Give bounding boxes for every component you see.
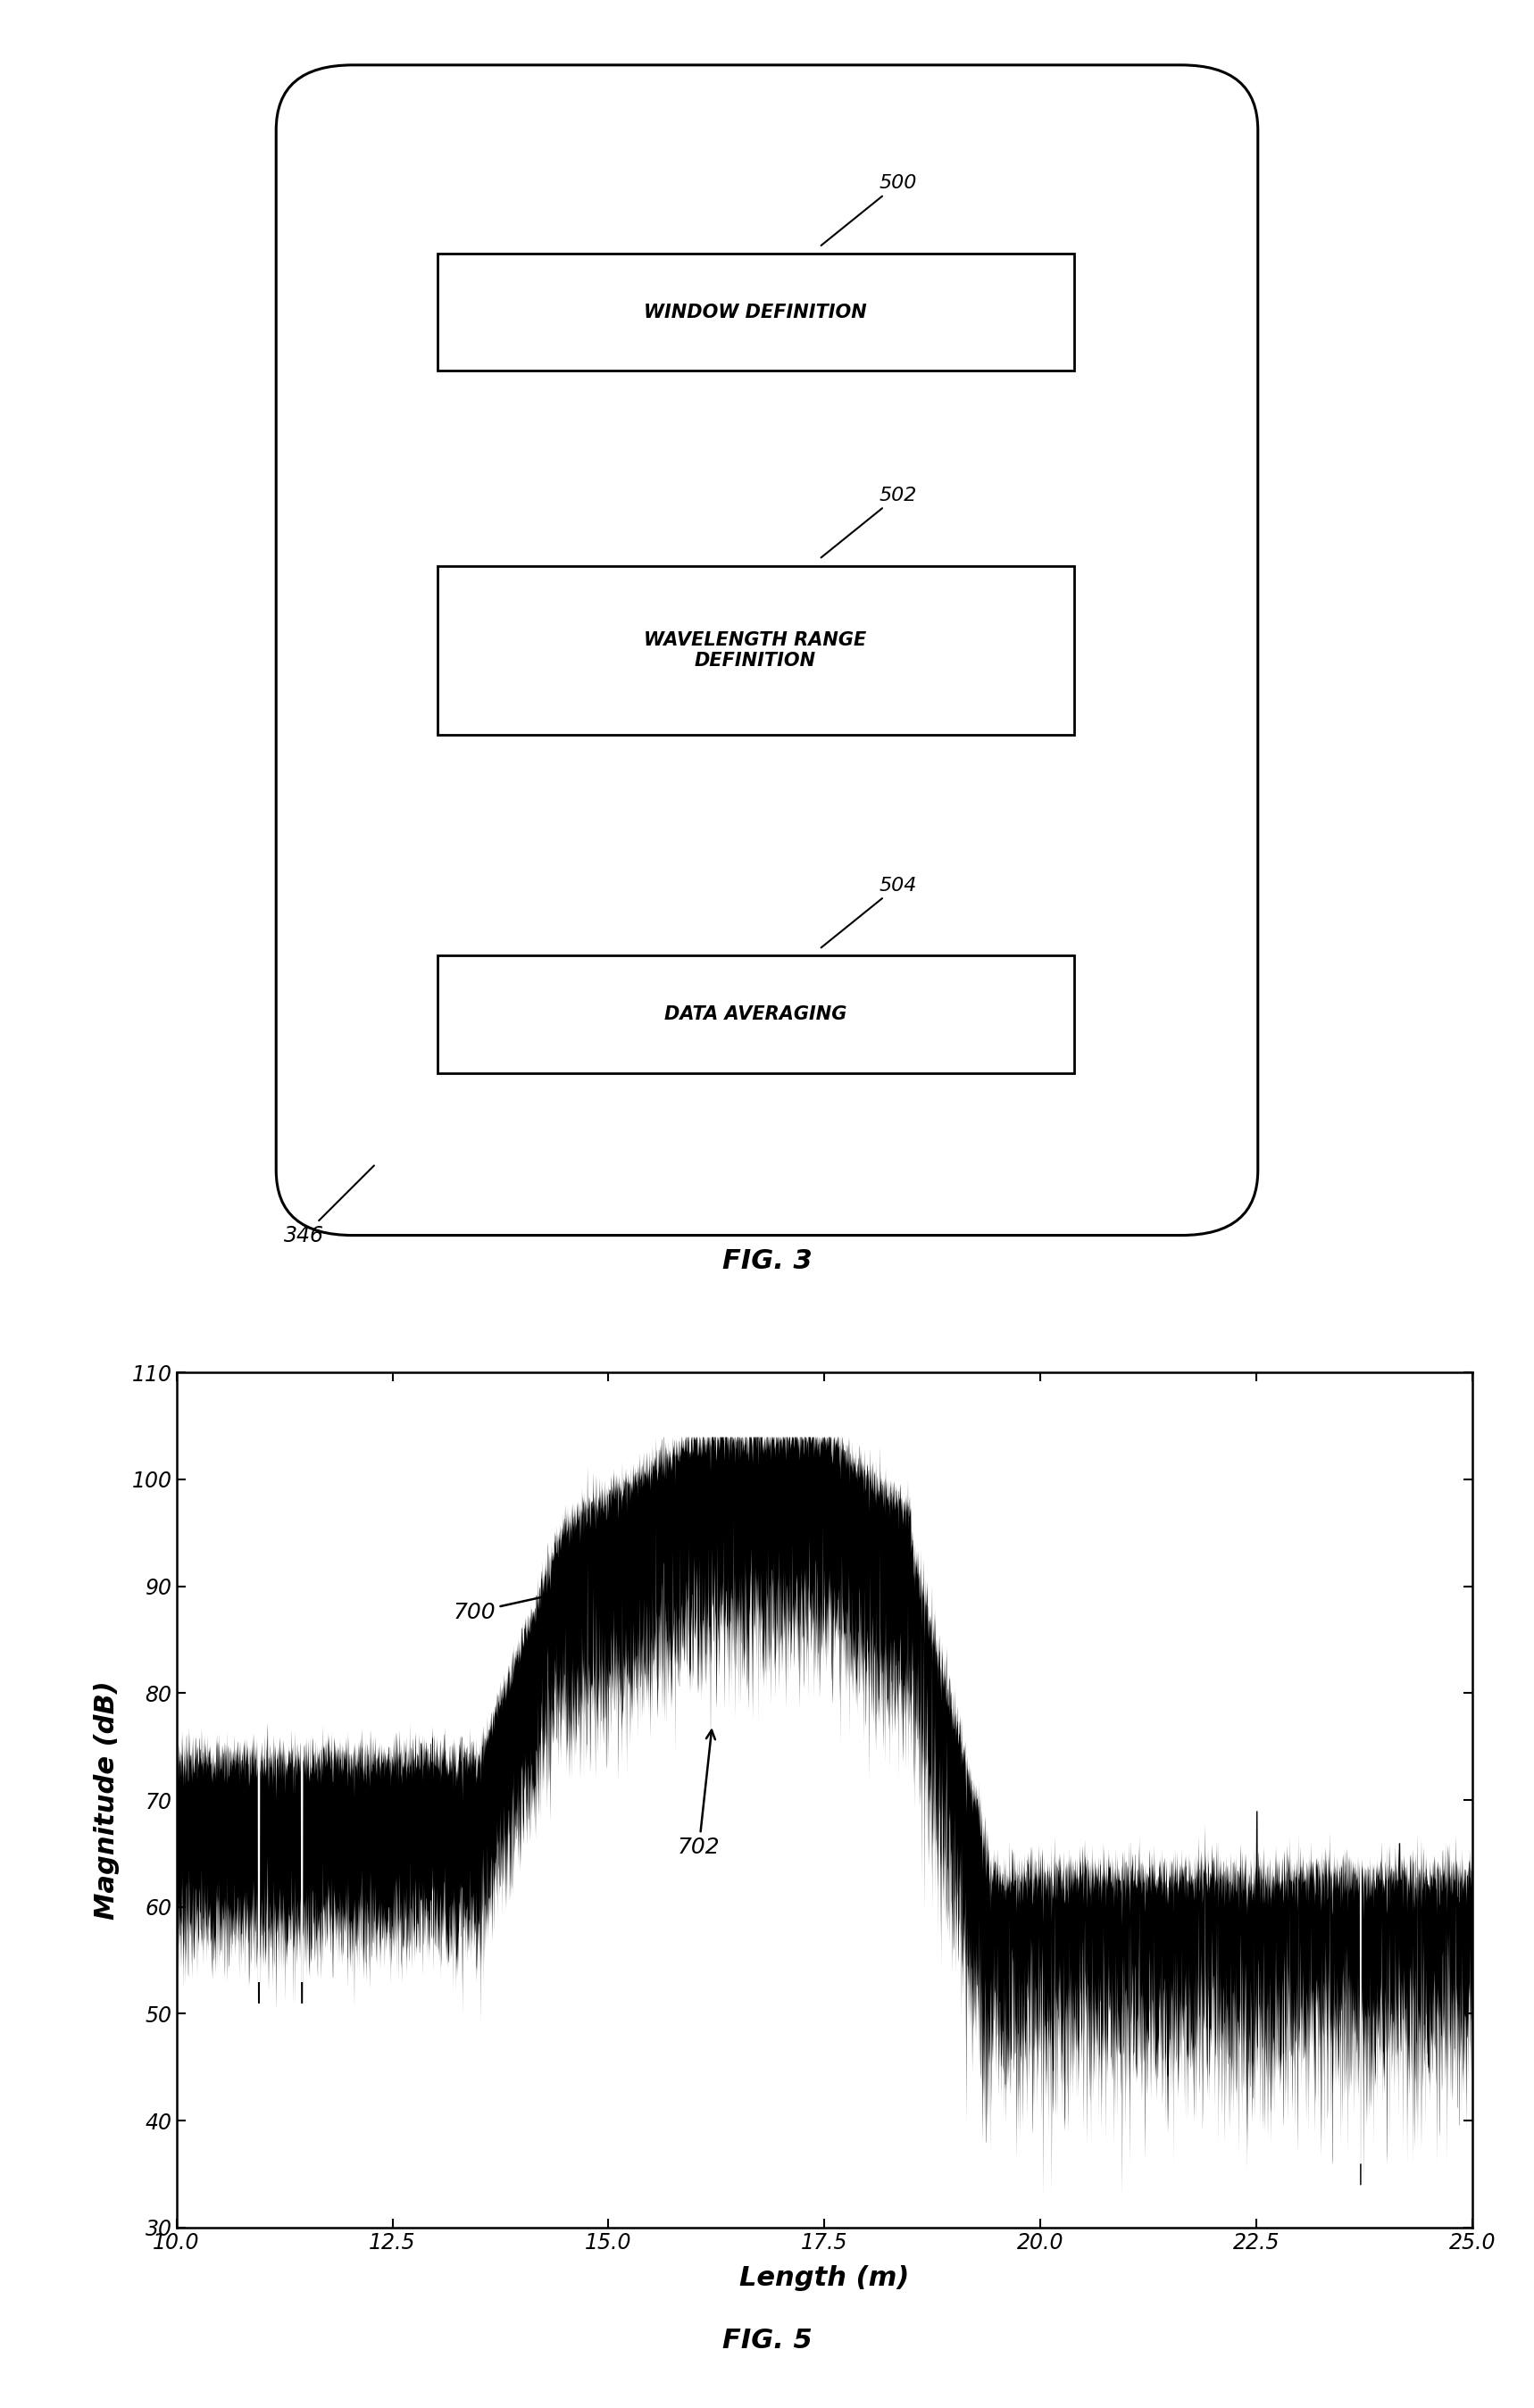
Text: 700: 700 bbox=[453, 1584, 586, 1623]
FancyBboxPatch shape bbox=[276, 65, 1258, 1235]
Text: 500: 500 bbox=[821, 173, 917, 246]
Text: FIG. 3: FIG. 3 bbox=[723, 1247, 811, 1274]
Text: 502: 502 bbox=[821, 486, 917, 559]
Y-axis label: Magnitude (dB): Magnitude (dB) bbox=[94, 1681, 120, 1919]
FancyBboxPatch shape bbox=[437, 566, 1074, 734]
Text: 504: 504 bbox=[821, 877, 917, 949]
Text: WAVELENGTH RANGE
DEFINITION: WAVELENGTH RANGE DEFINITION bbox=[644, 631, 867, 669]
Text: FIG. 5: FIG. 5 bbox=[723, 2329, 811, 2353]
FancyBboxPatch shape bbox=[437, 253, 1074, 371]
Text: 702: 702 bbox=[678, 1729, 719, 1859]
Text: WINDOW DEFINITION: WINDOW DEFINITION bbox=[644, 303, 867, 320]
FancyBboxPatch shape bbox=[437, 956, 1074, 1074]
Text: 346: 346 bbox=[284, 1165, 374, 1247]
Text: DATA AVERAGING: DATA AVERAGING bbox=[664, 1004, 847, 1023]
X-axis label: Length (m): Length (m) bbox=[739, 2266, 910, 2292]
